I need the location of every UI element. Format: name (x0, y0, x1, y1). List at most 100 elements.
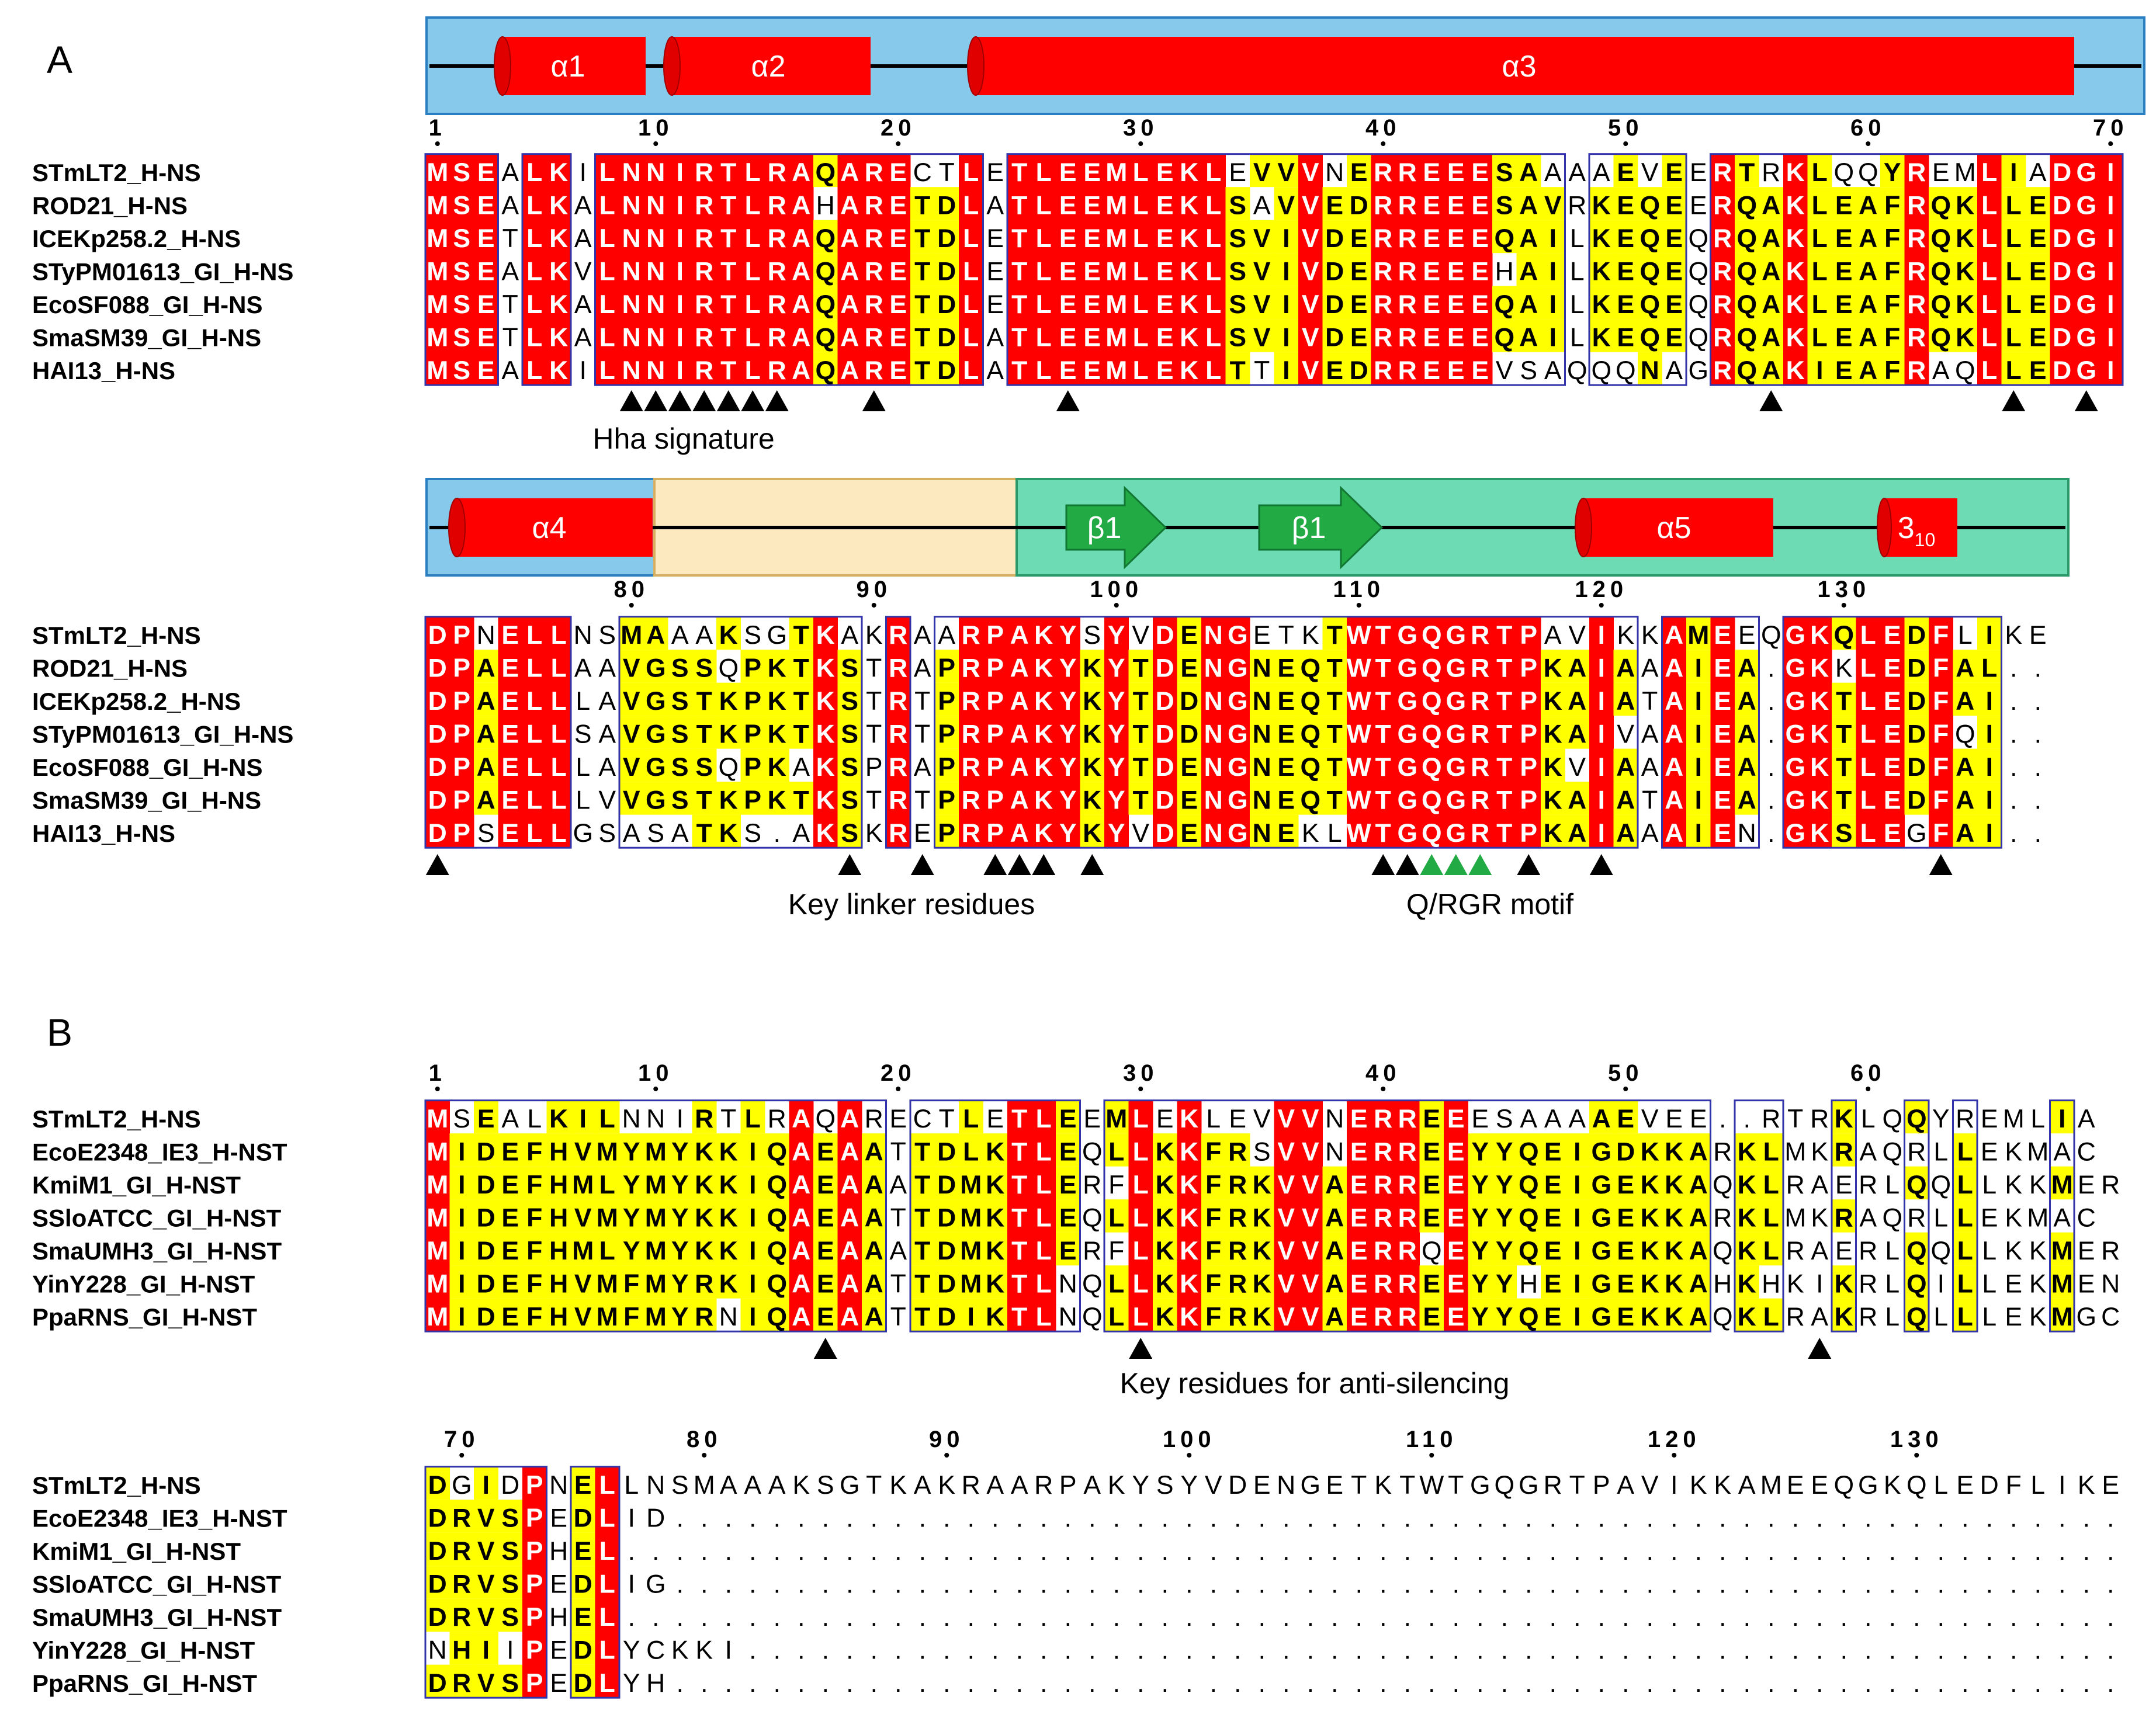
residue: R (1713, 290, 1732, 319)
residue: R (1374, 356, 1392, 385)
ruler-tick-label: 30 (1123, 1060, 1159, 1086)
similarity-cell (1250, 220, 1274, 254)
residue: A (840, 1138, 859, 1167)
residue: D (428, 1471, 447, 1500)
residue: . (1282, 1669, 1290, 1698)
residue: M (427, 258, 448, 286)
residue: . (1670, 1669, 1677, 1698)
residue: P (986, 819, 1004, 848)
residue: K (2005, 1138, 2022, 1167)
residue: D (937, 224, 956, 253)
key-residue-marker (1929, 854, 1953, 875)
residue: Q (1494, 1471, 1514, 1500)
residue: E (501, 753, 519, 782)
residue: . (2107, 1570, 2114, 1599)
residue: R (889, 753, 907, 782)
residue: R (889, 621, 907, 650)
ruler-tick-dot (1866, 141, 1871, 146)
residue: T (1133, 720, 1149, 749)
residue: K (719, 786, 738, 815)
residue: G (1228, 753, 1248, 782)
residue: G (1228, 786, 1248, 815)
residue: . (1259, 1669, 1266, 1698)
residue: R (1956, 1105, 1974, 1133)
residue: . (1016, 1537, 1023, 1566)
residue: N (2101, 1270, 2120, 1299)
residue: Q (815, 356, 836, 385)
residue: A (501, 356, 519, 385)
residue: . (1137, 1603, 1144, 1632)
residue: L (1570, 258, 1585, 286)
residue: V (1302, 192, 1319, 220)
residue: . (968, 1603, 975, 1632)
residue: . (1476, 1504, 1483, 1533)
residue: M (427, 1171, 448, 1199)
residue: Q (1300, 786, 1320, 815)
residue: H (452, 1636, 471, 1665)
residue: M (645, 1303, 667, 1331)
residue: T (1496, 786, 1512, 815)
residue: T (890, 1204, 906, 1233)
residue: L (526, 192, 542, 220)
residue: L (1205, 158, 1221, 187)
residue: E (2078, 1270, 2095, 1299)
similarity-cell (2001, 187, 2026, 220)
residue: K (1690, 1471, 1707, 1500)
similarity-cell (474, 716, 498, 749)
residue: E (1083, 1105, 1101, 1133)
residue: A (1689, 1237, 1708, 1265)
residue: E (986, 258, 1004, 286)
residue: H (646, 1669, 665, 1698)
similarity-cell (2001, 286, 2026, 320)
residue: Y (1471, 1204, 1489, 1233)
residue: A (840, 356, 859, 385)
residue: . (749, 1537, 756, 1566)
residue: Y (1059, 753, 1077, 782)
residue: R (452, 1504, 471, 1533)
similarity-cell (1492, 319, 1517, 352)
residue: K (2029, 1237, 2047, 1265)
residue: . (1573, 1537, 1580, 1566)
residue: D (1180, 720, 1198, 749)
residue: L (1981, 356, 1997, 385)
residue: . (1210, 1504, 1217, 1533)
residue: I (628, 1570, 635, 1599)
residue: N (1738, 819, 1756, 848)
residue: G (1591, 1138, 1611, 1167)
residue: . (774, 1636, 781, 1665)
residue: G (1228, 687, 1248, 716)
residue: A (1956, 786, 1974, 815)
residue: D (1907, 621, 1926, 650)
residue: . (1598, 1636, 1605, 1665)
residue: I (580, 1105, 587, 1133)
residue: F (1933, 621, 1949, 650)
similarity-cell (619, 650, 644, 683)
residue: . (1428, 1537, 1435, 1566)
residue: L (1133, 290, 1149, 319)
similarity-cell (1322, 319, 1347, 352)
residue: E (2029, 621, 2047, 650)
residue: L (599, 356, 615, 385)
residue: V (1205, 1471, 1222, 1500)
residue: R (1835, 1204, 1853, 1233)
residue: P (453, 819, 470, 848)
similarity-cell (1322, 187, 1347, 220)
residue: . (1186, 1570, 1193, 1599)
similarity-cell (1274, 352, 1299, 386)
residue: R (1786, 1303, 1805, 1331)
residue: I (1695, 654, 1702, 683)
residue: G (1519, 1471, 1539, 1500)
residue: E (1835, 324, 1853, 352)
residue: E (1932, 158, 1950, 187)
residue: E (1253, 1471, 1271, 1500)
residue: E (1665, 192, 1683, 220)
residue: L (1133, 1105, 1149, 1133)
residue: L (1982, 1303, 1996, 1331)
residue: L (576, 753, 590, 782)
residue: T (914, 1204, 930, 1233)
residue: N (1059, 1303, 1077, 1331)
similarity-cell (1589, 220, 1614, 254)
residue: G (646, 786, 666, 815)
residue: . (1162, 1603, 1169, 1632)
residue: E (1059, 192, 1077, 220)
